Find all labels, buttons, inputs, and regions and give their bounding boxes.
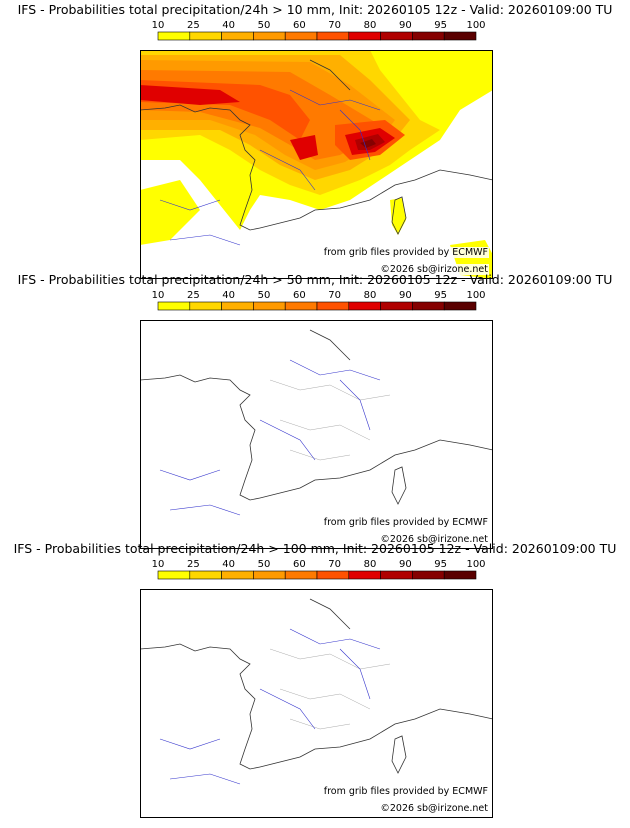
rivers	[159, 628, 381, 785]
colorbar-swatch	[348, 301, 381, 311]
colorbar-swatch	[189, 31, 222, 41]
colorbar-tick-label: 100	[466, 290, 485, 301]
map-border	[140, 50, 493, 279]
colorbar-swatch	[348, 570, 381, 580]
panel-50mm: IFS - Probabilities total precipitation/…	[0, 272, 630, 549]
colorbar-swatch	[316, 301, 350, 311]
colorbar-swatch	[412, 570, 445, 580]
colorbar-tick-label: 95	[434, 559, 447, 570]
precip-80-percent-area	[290, 135, 318, 160]
colorbar: 10 25 40 50 60 70 80 90 95 100	[152, 559, 486, 580]
colorbar-tick-label: 40	[222, 559, 235, 570]
panel-100mm: IFS - Probabilities total precipitation/…	[0, 541, 630, 818]
colorbar-tick-label: 50	[258, 290, 271, 301]
coastline	[140, 329, 493, 505]
colorbar-swatch	[284, 31, 318, 41]
colorbar-swatch	[157, 570, 191, 580]
colorbar-swatch	[157, 301, 191, 311]
colorbar-swatch	[380, 31, 413, 41]
colorbar-tick-label: 95	[434, 290, 447, 301]
colorbar-swatch	[412, 31, 445, 41]
colorbar-tick-label: 25	[187, 290, 200, 301]
colorbar-tick-label: 80	[364, 559, 377, 570]
colorbar-tick-label: 90	[399, 20, 412, 31]
copyright-credit: ©2026 sb@irizone.net	[379, 803, 489, 814]
colorbar-swatch	[412, 301, 445, 311]
colorbar-swatch	[380, 570, 413, 580]
borders	[269, 648, 391, 730]
colorbar-tick-label: 60	[293, 559, 306, 570]
colorbar-tick-label: 100	[466, 20, 485, 31]
colorbar-swatch	[157, 31, 191, 41]
colorbar-swatch	[284, 301, 318, 311]
colorbar-swatch	[189, 301, 222, 311]
colorbar-tick-label: 10	[152, 290, 165, 301]
colorbar-tick-label: 70	[328, 290, 341, 301]
map-frame: from grib files provided by ECMWF ©2026 …	[140, 320, 493, 549]
colorbar-swatch	[221, 31, 254, 41]
map-frame: from grib files provided by ECMWF ©2026 …	[140, 50, 493, 279]
precip-10-percent-area	[140, 180, 200, 245]
colorbar-swatch	[253, 301, 286, 311]
copyright-credit: ©2026 sb@irizone.net	[379, 534, 489, 545]
grib-credit: from grib files provided by ECMWF	[322, 517, 489, 528]
colorbar-swatch	[221, 570, 254, 580]
panel-title: IFS - Probabilities total precipitation/…	[13, 541, 617, 556]
borders	[269, 379, 391, 461]
rivers	[159, 89, 381, 246]
coastline	[140, 59, 493, 235]
colorbar-tick-label: 100	[466, 559, 485, 570]
colorbar-tick-label: 80	[364, 290, 377, 301]
colorbar-swatch	[253, 31, 286, 41]
colorbar-swatch	[443, 301, 477, 311]
colorbar-tick-label: 10	[152, 559, 165, 570]
panel-title: IFS - Probabilities total precipitation/…	[17, 272, 613, 287]
colorbar-tick-label: 40	[222, 20, 235, 31]
copyright-credit: ©2026 sb@irizone.net	[379, 264, 489, 275]
map-border	[140, 589, 493, 818]
panel-title: IFS - Probabilities total precipitation/…	[17, 2, 613, 17]
colorbar: 10 25 40 50 60 70 80 90 95 100	[152, 290, 486, 311]
colorbar-swatch	[253, 570, 286, 580]
precip-95-percent-area	[360, 139, 376, 148]
colorbar-swatch	[316, 570, 350, 580]
colorbar-tick-label: 60	[293, 20, 306, 31]
map-frame: from grib files provided by ECMWF ©2026 …	[140, 589, 493, 818]
colorbar-tick-label: 80	[364, 20, 377, 31]
panel-10mm: IFS - Probabilities total precipitation/…	[0, 2, 630, 279]
precip-80-percent-area	[140, 85, 240, 105]
colorbar-tick-label: 95	[434, 20, 447, 31]
colorbar-swatch	[316, 31, 350, 41]
colorbar-swatch	[443, 31, 477, 41]
colorbar-swatch	[380, 301, 413, 311]
colorbar: 10 25 40 50 60 70 80 90 95 100	[152, 20, 486, 41]
grib-credit: from grib files provided by ECMWF	[322, 247, 489, 258]
colorbar-tick-label: 70	[328, 20, 341, 31]
colorbar-tick-label: 90	[399, 559, 412, 570]
colorbar-tick-label: 10	[152, 20, 165, 31]
coastline	[140, 598, 493, 774]
colorbar-swatch	[443, 570, 477, 580]
colorbar-tick-label: 50	[258, 559, 271, 570]
rivers	[159, 359, 381, 516]
grib-credit: from grib files provided by ECMWF	[322, 786, 489, 797]
colorbar-tick-label: 70	[328, 559, 341, 570]
precip-field	[140, 50, 493, 279]
colorbar-swatch	[284, 570, 318, 580]
colorbar-tick-label: 40	[222, 290, 235, 301]
colorbar-tick-label: 90	[399, 290, 412, 301]
colorbar-tick-label: 25	[187, 559, 200, 570]
colorbar-swatch	[221, 301, 254, 311]
colorbar-tick-label: 50	[258, 20, 271, 31]
colorbar-swatch	[348, 31, 381, 41]
colorbar-tick-label: 25	[187, 20, 200, 31]
map-border	[140, 320, 493, 549]
colorbar-swatch	[189, 570, 222, 580]
colorbar-tick-label: 60	[293, 290, 306, 301]
